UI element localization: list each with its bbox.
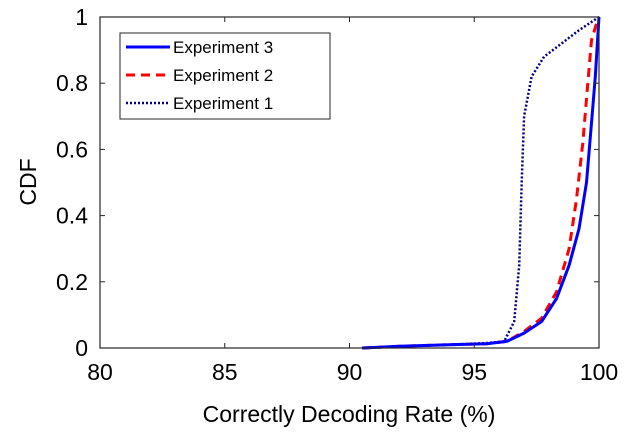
ticks-layer: 80 85 90 95 100 0 0.2 0.4 0.6 0.8 1: [56, 4, 618, 385]
x-tick-label: 80: [87, 359, 113, 385]
y-tick-label: 0.8: [56, 70, 88, 96]
y-tick-label: 0.2: [56, 269, 88, 295]
legend: Experiment 3 Experiment 2 Experiment 1: [119, 32, 331, 120]
legend-label: Experiment 1: [173, 94, 273, 113]
x-tick-label: 90: [337, 359, 363, 385]
series-layer: [361, 15, 601, 350]
series-line-experiment-2: [361, 16, 601, 350]
y-tick-label: 0.6: [56, 136, 88, 162]
y-tick-label: 0: [75, 335, 88, 361]
legend-label: Experiment 3: [173, 38, 273, 57]
series-line-experiment-3: [361, 16, 601, 350]
legend-label: Experiment 2: [173, 66, 273, 85]
x-axis-label: Correctly Decoding Rate (%): [203, 401, 496, 427]
x-tick-label: 95: [461, 359, 487, 385]
x-tick-label: 100: [580, 359, 618, 385]
x-tick-label: 85: [212, 359, 238, 385]
y-axis-label: CDF: [15, 158, 41, 205]
y-tick-label: 0.4: [56, 203, 88, 229]
y-tick-label: 1: [75, 4, 88, 30]
